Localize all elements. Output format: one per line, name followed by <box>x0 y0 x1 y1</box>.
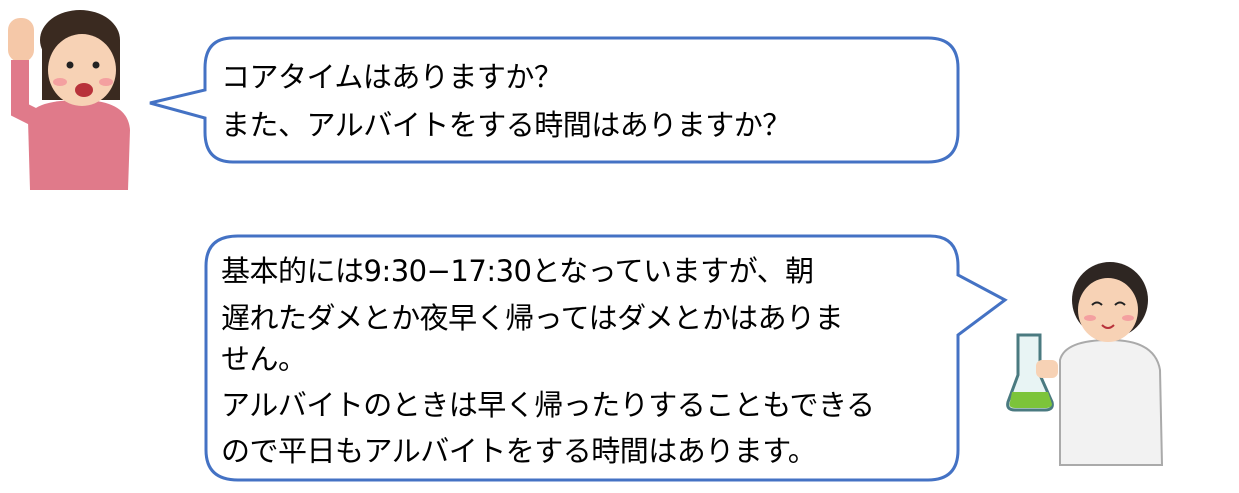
student-speech-bubble <box>149 36 960 164</box>
scientist-line-5: ので平日もアルバイトをする時間はあります。 <box>221 434 817 468</box>
student-line-2: また、アルバイトをする時間はありますか？ <box>221 108 791 142</box>
scientist-illustration <box>1006 262 1164 466</box>
student-line-1: コアタイムはありますか？ <box>221 60 563 94</box>
scientist-line-1: 基本的には9:30−17:30となっていますが、朝 <box>221 254 814 288</box>
scientist-line-3: せん。 <box>221 342 307 376</box>
scientist-line-2: 遅れたダメとか夜早く帰ってはダメとかはありま <box>221 301 844 335</box>
student-illustration <box>8 10 130 190</box>
scientist-line-4: アルバイトのときは早く帰ったりすることもできる <box>221 388 875 422</box>
scientist-speech-bubble <box>204 234 1008 482</box>
